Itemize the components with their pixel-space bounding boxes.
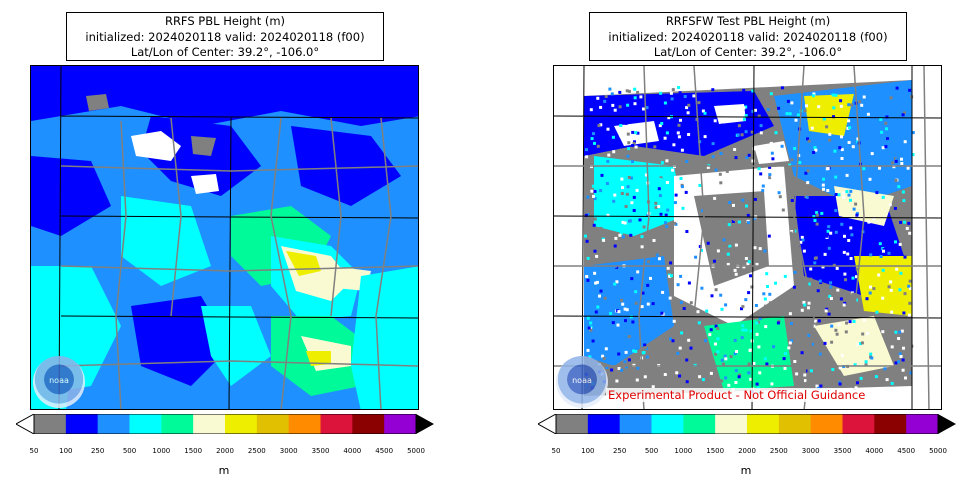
colorbar-segment: [747, 414, 780, 434]
colorbar-tick-label: 4500: [375, 447, 394, 455]
right-title-line1: RRFSFW Test PBL Height (m): [665, 14, 831, 28]
colorbar-tick-label: 2000: [738, 447, 756, 455]
colorbar-segment: [683, 414, 716, 434]
colorbar-segment: [97, 414, 130, 434]
colorbar-tick-label: 4000: [343, 447, 362, 455]
right-title-line3: Lat/Lon of Center: 39.2°, -106.0°: [653, 45, 843, 59]
colorbar-tick-label: 500: [122, 447, 137, 455]
right-noaa-logo: noaa: [556, 356, 608, 408]
colorbar-segment: [556, 414, 589, 434]
colorbar-over-arrow: [938, 414, 956, 434]
colorbar-segment: [651, 414, 684, 434]
colorbar-segment: [225, 414, 258, 434]
left-colorbar-svg: [14, 413, 434, 435]
right-title-box: RRFSFW Test PBL Height (m) initialized: …: [589, 12, 907, 61]
left-noaa-logo: noaa: [33, 356, 85, 408]
right-colorbar-unit: m: [740, 464, 752, 477]
colorbar-tick-label: 3500: [311, 447, 330, 455]
colorbar-segment: [34, 414, 67, 434]
right-colorbar: [536, 413, 956, 435]
left-noaa-logo-text: noaa: [49, 376, 69, 385]
left-title-line1: RRFS PBL Height (m): [164, 14, 286, 28]
left-colorbar-unit: m: [218, 464, 230, 477]
left-title-box: RRFS PBL Height (m) initialized: 2024020…: [66, 12, 384, 61]
right-colorbar-ticks: 50 100 250 500 1000 1500 2000 2500 3000 3500 4000 4…: [485, 447, 970, 457]
right-noise-dots: [584, 86, 915, 394]
right-panel: RRFSFW Test PBL Height (m) initialized: …: [485, 0, 970, 493]
colorbar-tick-label: 50: [29, 447, 39, 455]
colorbar-tick-label: 1000: [152, 447, 171, 455]
colorbar-tick-label: 3500: [833, 447, 852, 455]
colorbar-segment: [352, 414, 385, 434]
colorbar-segment: [810, 414, 843, 434]
colorbar-segment: [874, 414, 907, 434]
colorbar-segment: [619, 414, 652, 434]
left-title-line3: Lat/Lon of Center: 39.2°, -106.0°: [130, 45, 320, 59]
colorbar-tick-label: 2000: [216, 447, 234, 455]
left-panel: RRFS PBL Height (m) initialized: 2024020…: [0, 0, 485, 493]
colorbar-tick-label: 500: [644, 447, 659, 455]
colorbar-tick-label: 100: [59, 447, 73, 455]
colorbar-tick-label: 2500: [247, 447, 266, 455]
colorbar-tick-label: 1500: [706, 447, 725, 455]
experimental-disclaimer: Experimental Product - Not Official Guid…: [606, 388, 868, 402]
colorbar-segment: [320, 414, 353, 434]
colorbar-segment: [161, 414, 194, 434]
left-title-line2: initialized: 2024020118 valid: 202402011…: [85, 29, 365, 44]
colorbar-segment: [906, 414, 939, 434]
colorbar-segment: [256, 414, 290, 434]
colorbar-tick-label: 4000: [865, 447, 884, 455]
colorbar-segment: [65, 414, 99, 434]
colorbar-tick-label: 100: [581, 447, 595, 455]
colorbar-tick-label: 5000: [407, 447, 425, 455]
right-map: noaa Experimental Product - Not Official…: [553, 65, 942, 410]
left-colorbar-ticks: 50 100 250 500 1000 1500 2000 2500 3000 3500 4000 4…: [0, 447, 485, 457]
colorbar-tick-label: 50: [551, 447, 561, 455]
colorbar-segment: [842, 414, 875, 434]
colorbar-tick-label: 3000: [801, 447, 820, 455]
colorbar-tick-label: 1000: [674, 447, 693, 455]
left-colorbar: [14, 413, 434, 435]
colorbar-segment: [129, 414, 162, 434]
right-noaa-logo-text: noaa: [572, 376, 592, 385]
colorbar-tick-label: 2500: [769, 447, 788, 455]
colorbar-segment: [778, 414, 812, 434]
colorbar-tick-label: 250: [612, 447, 627, 455]
colorbar-tick-label: 3000: [279, 447, 298, 455]
right-colorbar-svg: [536, 413, 956, 435]
colorbar-tick-label: 4500: [897, 447, 916, 455]
colorbar-over-arrow: [416, 414, 434, 434]
colorbar-segment: [587, 414, 621, 434]
right-pbl-field: [554, 66, 941, 409]
colorbar-under-arrow: [536, 413, 557, 435]
colorbar-tick-label: 1500: [184, 447, 203, 455]
colorbar-segment: [384, 414, 417, 434]
colorbar-tick-label: 5000: [929, 447, 947, 455]
colorbar-under-arrow: [14, 413, 35, 435]
left-pbl-field: [31, 66, 418, 409]
left-map: noaa: [30, 65, 419, 410]
colorbar-segment: [288, 414, 321, 434]
right-title-line2: initialized: 2024020118 valid: 202402011…: [608, 29, 888, 44]
colorbar-tick-label: 250: [90, 447, 105, 455]
colorbar-segment: [193, 414, 226, 434]
colorbar-segment: [715, 414, 748, 434]
